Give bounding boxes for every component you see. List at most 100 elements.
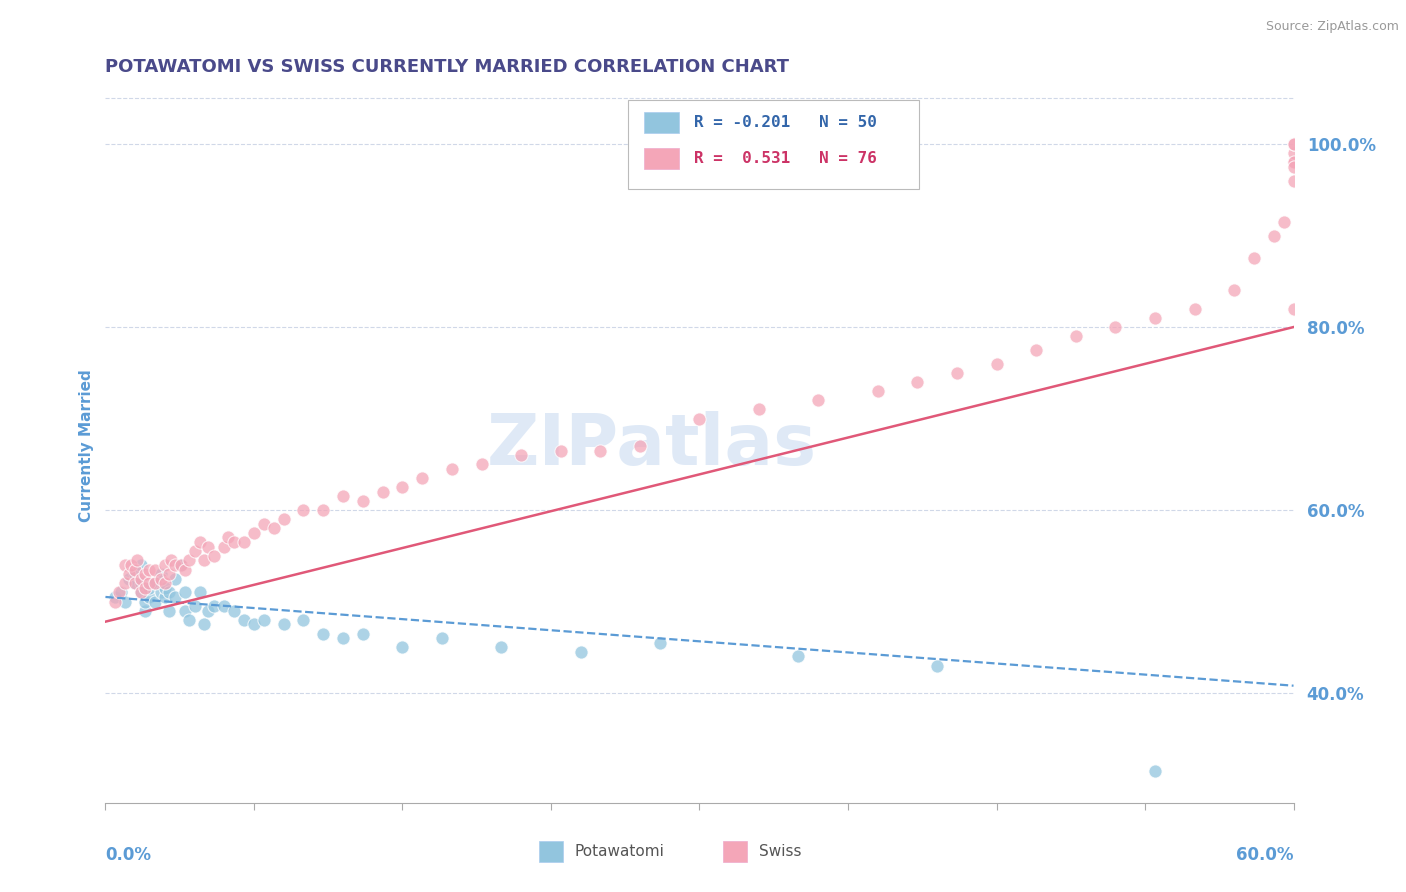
Point xyxy=(491,640,513,655)
Point xyxy=(1282,174,1305,188)
Point xyxy=(149,572,172,586)
Point xyxy=(202,549,225,563)
Point xyxy=(905,375,928,389)
Point xyxy=(202,599,225,613)
Point xyxy=(129,558,152,572)
Point xyxy=(224,535,246,549)
Point xyxy=(214,599,236,613)
Point xyxy=(114,594,136,608)
Point xyxy=(352,626,374,640)
Point xyxy=(1282,160,1305,174)
Point xyxy=(1025,343,1047,357)
Point xyxy=(163,572,186,586)
Point xyxy=(1143,310,1166,325)
Point xyxy=(440,462,463,476)
Point xyxy=(143,594,166,608)
Point xyxy=(134,594,156,608)
Point xyxy=(243,617,266,632)
Point xyxy=(1104,320,1126,334)
Point xyxy=(143,576,166,591)
Text: R =  0.531   N = 76: R = 0.531 N = 76 xyxy=(693,151,876,166)
Point xyxy=(1263,228,1285,243)
Point xyxy=(1282,155,1305,169)
Point xyxy=(183,544,205,558)
Point xyxy=(114,576,136,591)
Text: Swiss: Swiss xyxy=(759,844,801,859)
Point xyxy=(143,562,166,576)
Point xyxy=(1223,284,1246,298)
Point xyxy=(124,576,146,591)
Point xyxy=(124,567,146,582)
Point xyxy=(134,604,156,618)
Point xyxy=(104,590,127,604)
Point xyxy=(153,558,176,572)
Point xyxy=(510,448,533,462)
Point xyxy=(129,585,152,599)
Point xyxy=(1282,146,1305,161)
Point xyxy=(129,585,152,599)
Point xyxy=(569,645,592,659)
Point xyxy=(925,658,948,673)
Point xyxy=(352,494,374,508)
Bar xyxy=(538,840,562,862)
Point xyxy=(124,576,146,591)
Point xyxy=(149,585,172,599)
Text: Potawatomi: Potawatomi xyxy=(575,844,665,859)
Point xyxy=(134,581,156,595)
Point xyxy=(748,402,770,417)
Point xyxy=(689,411,711,425)
Point xyxy=(243,525,266,540)
FancyBboxPatch shape xyxy=(628,100,920,189)
Point xyxy=(153,590,176,604)
Point xyxy=(1282,301,1305,316)
Point xyxy=(118,567,141,582)
Point xyxy=(217,531,239,545)
Text: ZIPatlas: ZIPatlas xyxy=(486,411,817,481)
Point xyxy=(110,585,132,599)
Text: 60.0%: 60.0% xyxy=(1236,846,1294,863)
Point xyxy=(127,553,149,567)
Point xyxy=(986,357,1008,371)
Point xyxy=(550,443,572,458)
Point xyxy=(163,558,186,572)
Point xyxy=(120,558,142,572)
Point xyxy=(1143,764,1166,778)
Point xyxy=(163,590,186,604)
Point xyxy=(589,443,612,458)
Point xyxy=(190,535,212,549)
Point xyxy=(332,631,354,645)
Point xyxy=(628,439,651,453)
Point xyxy=(143,576,166,591)
Point xyxy=(233,613,256,627)
Point xyxy=(118,572,141,586)
Point xyxy=(1243,252,1265,266)
Point xyxy=(193,617,215,632)
Point xyxy=(149,567,172,582)
Bar xyxy=(644,112,679,134)
Text: POTAWATOMI VS SWISS CURRENTLY MARRIED CORRELATION CHART: POTAWATOMI VS SWISS CURRENTLY MARRIED CO… xyxy=(105,58,789,76)
Point xyxy=(787,649,810,664)
Point xyxy=(253,516,276,531)
Point xyxy=(312,626,335,640)
Point xyxy=(129,576,152,591)
Point xyxy=(157,585,180,599)
Point xyxy=(183,599,205,613)
Point xyxy=(1272,215,1295,229)
Point xyxy=(391,640,413,655)
Point xyxy=(177,613,200,627)
Point xyxy=(1064,329,1087,343)
Point xyxy=(411,471,433,485)
Point xyxy=(312,503,335,517)
Point xyxy=(946,366,969,380)
Point xyxy=(233,535,256,549)
Point xyxy=(124,562,146,576)
Point xyxy=(263,521,285,535)
Point xyxy=(292,503,315,517)
Point xyxy=(159,553,181,567)
Point xyxy=(170,558,193,572)
Point xyxy=(190,585,212,599)
Point xyxy=(173,562,195,576)
Point xyxy=(292,613,315,627)
Point xyxy=(173,604,195,618)
Point xyxy=(273,617,295,632)
